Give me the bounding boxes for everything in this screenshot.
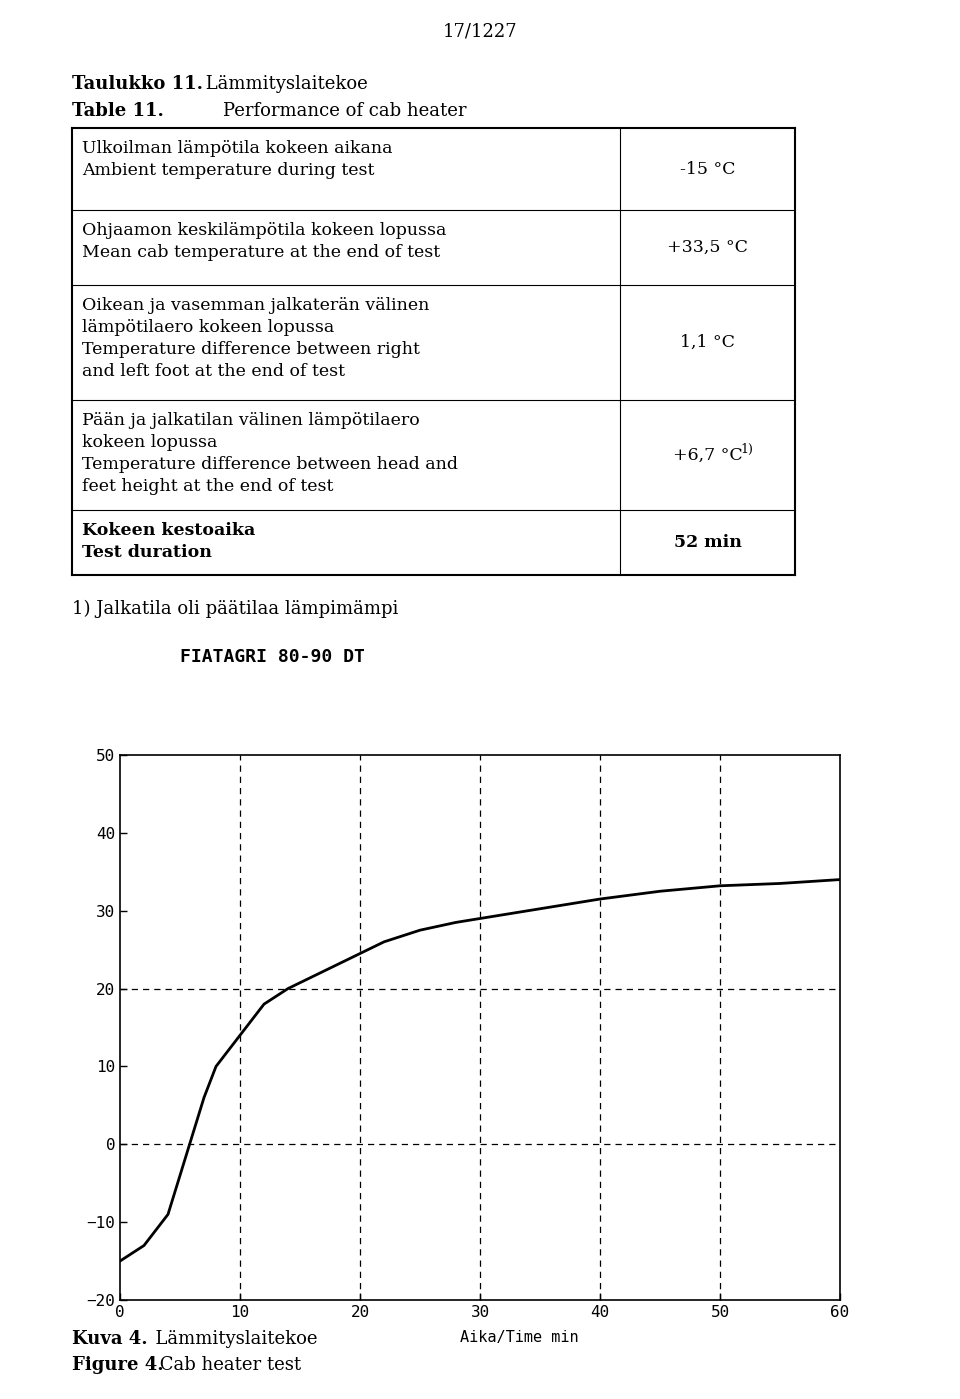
Text: kokeen lopussa: kokeen lopussa: [82, 434, 217, 450]
Text: -15 °C: -15 °C: [680, 161, 735, 178]
Text: Figure 4.: Figure 4.: [72, 1356, 163, 1374]
Text: Temperature difference between right: Temperature difference between right: [82, 341, 420, 358]
Text: and left foot at the end of test: and left foot at the end of test: [82, 362, 345, 381]
Text: Ulkoilman lämpötila kokeen aikana: Ulkoilman lämpötila kokeen aikana: [82, 140, 393, 157]
Text: Lämpötila/Temp. C: Lämpötila/Temp. C: [122, 757, 271, 772]
Text: Mean cab temperature at the end of test: Mean cab temperature at the end of test: [82, 243, 440, 262]
Text: feet height at the end of test: feet height at the end of test: [82, 478, 333, 495]
Text: 1) Jalkatila oli päätilaa lämpimämpi: 1) Jalkatila oli päätilaa lämpimämpi: [72, 600, 398, 618]
Text: 1,1 °C: 1,1 °C: [680, 334, 735, 351]
Text: FIATAGRI 80-90 DT: FIATAGRI 80-90 DT: [180, 648, 365, 666]
Text: lämpötilaero kokeen lopussa: lämpötilaero kokeen lopussa: [82, 319, 334, 336]
Text: 52 min: 52 min: [674, 534, 741, 551]
Text: 17/1227: 17/1227: [443, 22, 517, 41]
Text: Oikean ja vasemman jalkaterän välinen: Oikean ja vasemman jalkaterän välinen: [82, 297, 429, 313]
Text: Temperature difference between head and: Temperature difference between head and: [82, 456, 458, 473]
Text: Test duration: Test duration: [82, 544, 212, 561]
Text: Table 11.: Table 11.: [72, 102, 164, 120]
Text: Kuva 4.: Kuva 4.: [72, 1330, 148, 1349]
Text: Taulukko 11.: Taulukko 11.: [72, 76, 203, 92]
Text: Performance of cab heater: Performance of cab heater: [200, 102, 467, 120]
Text: Aika/Time min: Aika/Time min: [460, 1330, 579, 1344]
Text: Kokeen kestoaika: Kokeen kestoaika: [82, 522, 255, 539]
Text: +6,7 °C: +6,7 °C: [673, 446, 742, 463]
Text: Lämmityslaitekoe: Lämmityslaitekoe: [144, 1330, 318, 1349]
Text: Cab heater test: Cab heater test: [154, 1356, 301, 1374]
Text: +33,5 °C: +33,5 °C: [667, 239, 748, 256]
Text: Ambient temperature during test: Ambient temperature during test: [82, 162, 374, 179]
Text: Lämmityslaitekoe: Lämmityslaitekoe: [200, 76, 368, 92]
Text: 1): 1): [740, 442, 754, 456]
Text: Pään ja jalkatilan välinen lämpötilaero: Pään ja jalkatilan välinen lämpötilaero: [82, 411, 420, 429]
Text: Ohjaamon keskilämpötila kokeen lopussa: Ohjaamon keskilämpötila kokeen lopussa: [82, 222, 446, 239]
